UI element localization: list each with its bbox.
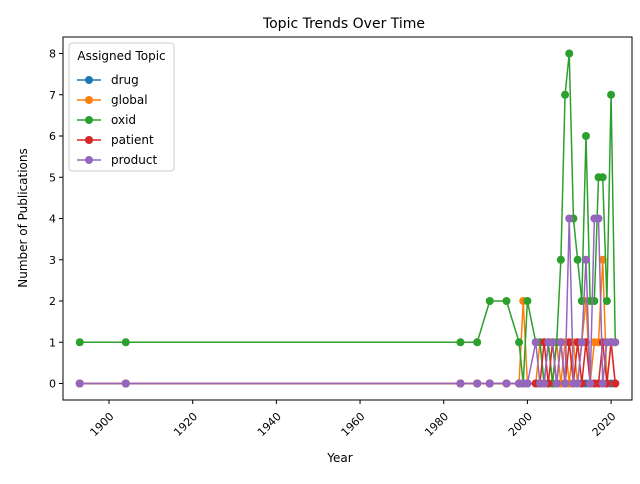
y-tick-label: 7: [49, 89, 56, 102]
data-point-product: [548, 338, 557, 347]
data-point-oxid: [598, 173, 607, 182]
series-product: [75, 214, 620, 388]
legend-label-global: global: [111, 93, 148, 107]
data-point-product: [485, 379, 494, 388]
data-point-product: [577, 338, 586, 347]
data-point-product: [561, 379, 570, 388]
legend-marker-product: [85, 156, 93, 164]
legend-label-oxid: oxid: [111, 113, 136, 127]
data-point-product: [594, 214, 603, 223]
data-point-oxid: [121, 338, 130, 347]
data-point-oxid: [561, 90, 570, 99]
y-axis-label: Number of Publications: [16, 148, 30, 288]
data-point-product: [75, 379, 84, 388]
data-point-product: [531, 338, 540, 347]
data-point-product: [556, 338, 565, 347]
data-point-oxid: [581, 132, 590, 140]
data-point-product: [573, 379, 582, 388]
y-tick-label: 5: [49, 171, 56, 184]
legend-marker-drug: [85, 76, 93, 84]
legend-title: Assigned Topic: [77, 49, 165, 63]
data-point-product: [121, 379, 130, 388]
data-point-oxid: [565, 49, 574, 58]
y-tick-label: 0: [49, 378, 56, 391]
data-point-product: [502, 379, 511, 388]
data-point-oxid: [607, 90, 616, 99]
data-point-product: [523, 379, 532, 388]
x-axis-label: Year: [326, 451, 352, 465]
data-point-product: [611, 338, 620, 347]
data-point-patient: [611, 379, 620, 388]
y-axis: 0 1 2 3 4 5 6 7 8: [49, 48, 63, 391]
plot-area: [75, 49, 620, 388]
data-point-product: [473, 379, 482, 388]
data-point-oxid: [515, 338, 524, 347]
data-point-patient: [565, 338, 574, 347]
data-point-oxid: [485, 297, 494, 305]
legend-label-patient: patient: [111, 133, 154, 147]
data-point-product: [552, 379, 561, 388]
legend-label-drug: drug: [111, 73, 139, 87]
data-point-oxid: [573, 255, 582, 264]
data-point-oxid: [523, 297, 532, 305]
data-point-oxid: [473, 338, 482, 347]
legend-marker-patient: [85, 136, 93, 144]
legend-box: [68, 42, 175, 172]
data-point-product: [456, 379, 465, 388]
y-tick-label: 2: [49, 295, 56, 308]
y-tick-label: 1: [49, 336, 56, 349]
y-tick-label: 8: [49, 48, 56, 61]
y-tick-label: 3: [49, 254, 56, 267]
data-point-oxid: [602, 297, 611, 305]
y-tick-label: 6: [49, 130, 56, 143]
data-point-product: [586, 379, 595, 388]
legend-label-product: product: [111, 153, 157, 167]
data-point-oxid: [75, 338, 84, 347]
legend-marker-global: [85, 96, 93, 104]
legend: Assigned Topic drug global oxid patient produ…: [68, 42, 175, 172]
legend-marker-oxid: [85, 116, 93, 124]
data-point-product: [540, 379, 549, 388]
data-point-product: [598, 379, 607, 388]
chart-title: Topic Trends Over Time: [262, 16, 425, 32]
data-point-product: [565, 214, 574, 223]
data-point-oxid: [456, 338, 465, 347]
data-point-product: [581, 255, 590, 264]
y-tick-label: 4: [49, 213, 56, 226]
data-point-oxid: [502, 297, 511, 305]
data-point-oxid: [556, 255, 565, 264]
